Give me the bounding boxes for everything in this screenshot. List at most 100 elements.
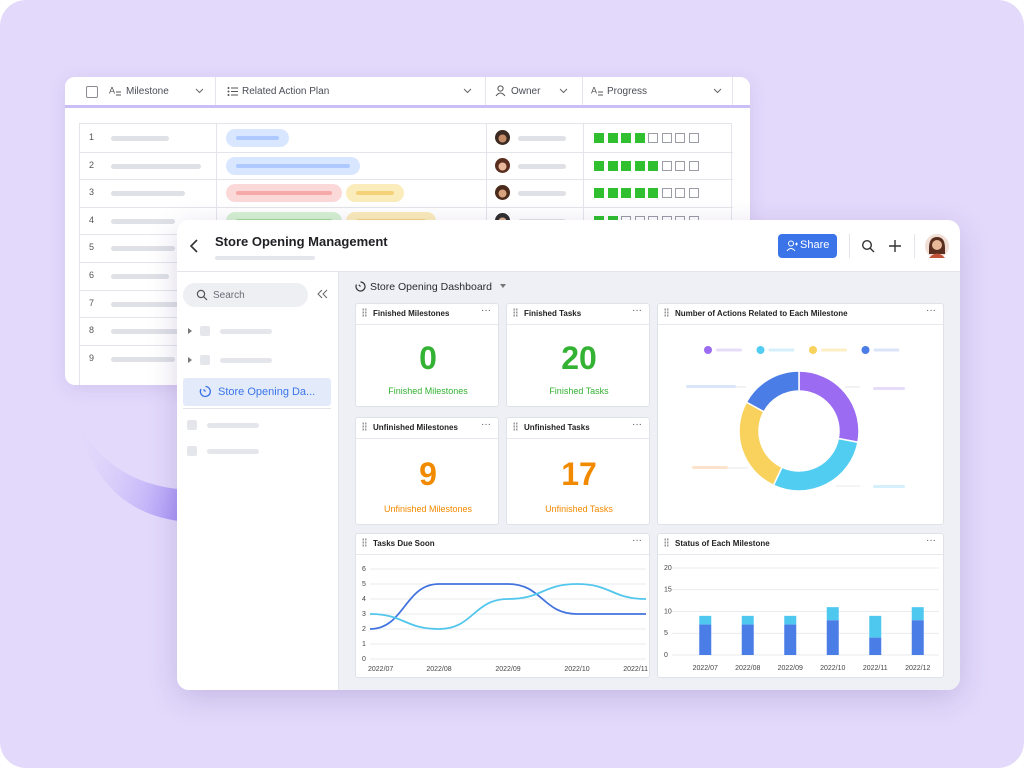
avatar-face [932,240,942,250]
chart-card: Number of Actions Related to Each Milest… [657,303,944,525]
legend-placeholder [821,348,847,352]
chevron [463,88,472,94]
progress-filled-box [621,133,631,143]
milestone-placeholder [111,191,185,197]
collapse-sidebar[interactable] [317,289,329,299]
card-menu[interactable]: ··· [632,419,642,430]
owner-placeholder [518,136,566,141]
card-value: 0 [419,340,437,376]
nav-item-label[interactable]: Store Opening Da... [218,386,316,398]
number-card: Unfinished Milestones ··· 9 Unfinished Mile… [355,417,499,525]
y-tick-label: 2 [362,626,366,633]
donut-segment [798,370,860,444]
select-all-checkbox[interactable] [86,86,98,98]
search-icon [869,247,875,253]
column-menu[interactable] [559,87,568,95]
y-tick-label: 5 [362,581,366,588]
header-accent [65,105,750,108]
chevron [322,289,328,299]
action-plan-text [236,136,279,140]
progress-filled-box [648,188,658,199]
row-number: 2 [89,159,95,170]
chevron [559,88,568,94]
row-number: 6 [89,270,95,280]
user-avatar[interactable] [925,234,949,258]
column-menu[interactable] [463,87,472,95]
legend-swatch [861,346,870,354]
y-tick-label: 20 [664,565,672,572]
search-icon [203,296,208,301]
card-title: Number of Actions Related to Each Milest… [675,309,848,318]
card-menu[interactable]: ··· [632,535,642,546]
search-box[interactable] [183,283,308,307]
subtitle-placeholder [215,256,315,260]
bar-segment [784,624,797,655]
action-plan-text [236,191,332,196]
number-card: Finished Tasks ··· 20 Finished Tasks [506,303,650,407]
dashboard-name[interactable]: Store Opening Dashboard [370,281,492,293]
row-number: 7 [89,297,95,308]
search-button[interactable] [861,239,875,253]
column-header[interactable]: Related Action Plan [242,86,330,97]
progress-empty-box [661,160,672,171]
tree-placeholder [220,358,272,363]
callout-placeholder [873,387,905,390]
card-value: 9 [419,456,437,492]
x-tick-label: 2022/07 [368,666,393,673]
legend-swatch [756,346,765,354]
card-menu[interactable]: ··· [632,305,642,316]
bar-segment [826,607,839,621]
legend-placeholder [873,348,900,352]
x-tick-label: 2022/08 [426,666,451,673]
card-menu[interactable]: ··· [926,305,936,316]
card-label: Finished Milestones [388,386,468,396]
row-number: 8 [89,325,95,336]
y-tick-label: 3 [362,611,366,618]
card-title: Unfinished Tasks [524,423,590,432]
milestone-placeholder [111,301,201,307]
header-rule [177,271,960,272]
chart-svg [686,346,905,492]
share-button[interactable] [778,234,837,258]
selected-nav-item[interactable] [183,378,331,406]
app-title: Store Opening Management [215,234,388,249]
app-window: Store Opening Management Share Search St… [177,220,960,690]
tree-toggle[interactable] [187,327,193,335]
drag-handle [513,308,518,317]
progress-empty-box [675,160,685,171]
column-header[interactable]: Milestone [126,86,169,97]
dashboard-menu[interactable] [499,283,507,289]
add-button[interactable] [888,239,902,253]
card-label: Unfinished Milestones [383,504,473,514]
icon-needle [203,389,206,392]
tree-placeholder [207,449,259,454]
table-header [65,77,750,105]
column-menu[interactable] [195,87,204,95]
column-icon: A [591,85,603,96]
drag-handle [664,538,669,547]
bar-segment [699,615,712,625]
owner-placeholder [518,191,566,197]
search-placeholder[interactable]: Search [213,290,245,301]
column-header[interactable]: Owner [511,86,541,97]
progress-track [594,133,704,144]
avatar-shirt [929,253,945,258]
triangle [188,357,192,363]
series-line [369,583,646,630]
icon-body [786,248,796,252]
back-button[interactable] [188,238,200,254]
column-menu[interactable] [713,87,722,95]
progress-filled-box [607,133,618,143]
card-menu[interactable]: ··· [481,419,491,430]
share-label[interactable]: Share [800,239,830,251]
card-menu[interactable]: ··· [481,305,491,316]
drag-handle [513,422,518,431]
tree-toggle[interactable] [187,356,193,364]
progress-track [594,160,704,172]
x-tick-label: 2022/12 [905,665,930,672]
card-title: Finished Tasks [524,309,582,318]
x-tick-label: 2022/10 [564,666,589,673]
column-header[interactable]: Progress [607,86,648,97]
card-menu[interactable]: ··· [926,535,936,546]
owner-avatar [495,157,510,173]
